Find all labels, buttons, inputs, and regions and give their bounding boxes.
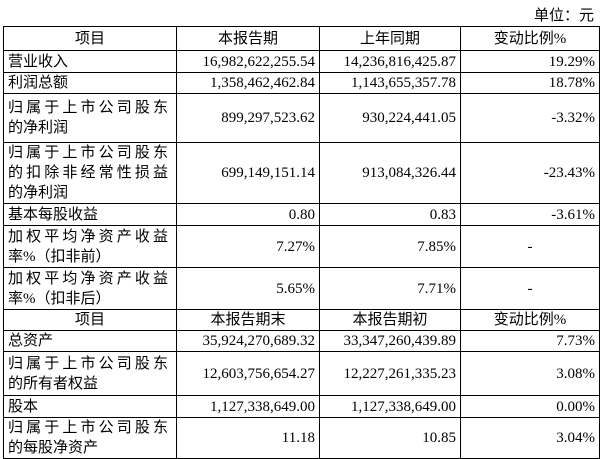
row-label-line: 的每股净资产 (8, 440, 99, 456)
column-header-change: 变动比例% (460, 26, 600, 51)
cell-previous: 913,084,326.44 (319, 142, 461, 204)
row-label-line: 率%（扣非前） (8, 248, 111, 265)
cell-change: - (460, 267, 600, 310)
row-label-line: 营业收入 (8, 53, 69, 70)
row-label: 股本 (3, 395, 177, 418)
table-row: 归属于上市公司股东 的每股净资产 11.18 10.85 3.04% (3, 417, 600, 459)
row-label-line: 的净利润 (8, 185, 69, 201)
cell-change: 3.04% (460, 417, 600, 459)
table-row: 归属于上市公司股东 的所有者权益 12,603,756,654.27 12,227,2… (3, 351, 600, 396)
cell-current: 1,127,338,649.00 (176, 395, 320, 418)
row-label: 基本每股收益 (3, 203, 177, 226)
cell-previous: 930,224,441.05 (319, 93, 461, 143)
cell-current: 12,603,756,654.27 (176, 351, 320, 396)
row-label-line: 加权平均净资产收益 (8, 228, 168, 245)
cell-previous: 33,347,260,439.89 (319, 330, 461, 352)
row-label: 归属于上市公司股东 的扣除非经常性损益 的净利润 (3, 142, 177, 204)
cell-previous: 7.85% (319, 225, 461, 268)
unit-label: 单位：元 (533, 8, 594, 24)
cell-change: 18.78% (460, 72, 600, 94)
row-label: 加权平均净资产收益 率%（扣非前） (3, 225, 177, 268)
row-label: 归属于上市公司股东 的每股净资产 (3, 417, 177, 459)
cell-current: 11.18 (176, 417, 320, 459)
cell-current: 699,149,151.14 (176, 142, 320, 204)
row-label-line: 股本 (8, 398, 39, 415)
cell-previous: 1,127,338,649.00 (319, 395, 461, 418)
row-label: 归属于上市公司股东 的所有者权益 (3, 351, 177, 396)
table-row: 归属于上市公司股东 的净利润 899,297,523.62 930,224,441.0… (3, 93, 600, 143)
row-label: 利润总额 (3, 72, 177, 94)
table-row: 基本每股收益 0.80 0.83 -3.61% (3, 203, 600, 226)
cell-change: 19.29% (460, 50, 600, 73)
cell-previous: 10.85 (319, 417, 461, 459)
cell-change: 7.73% (460, 330, 600, 352)
row-label-line: 的净利润 (8, 120, 69, 136)
row-label-line: 加权平均净资产收益 (8, 270, 168, 287)
cell-previous: 7.71% (319, 267, 461, 310)
cell-change: -3.32% (460, 93, 600, 143)
table-row: 总资产 35,924,270,689.32 33,347,260,439.89 7.7… (3, 330, 600, 352)
cell-current: 7.27% (176, 225, 320, 268)
row-label-line: 利润总额 (8, 75, 69, 91)
header-row: 项目 本报告期末 本报告期初 变动比例% (3, 309, 600, 331)
row-label-line: 归属于上市公司股东 (8, 145, 168, 161)
row-label: 总资产 (3, 330, 177, 352)
cell-change: 0.00% (460, 395, 600, 418)
column-header-item: 项目 (3, 26, 177, 51)
cell-current: 899,297,523.62 (176, 93, 320, 143)
row-label: 加权平均净资产收益 率%（扣非后） (3, 267, 177, 310)
table-row: 利润总额 1,358,462,462.84 1,143,655,357.78 18.7… (3, 72, 600, 94)
table-row: 加权平均净资产收益 率%（扣非后） 5.65% 7.71% - (3, 267, 600, 310)
cell-current: 35,924,270,689.32 (176, 330, 320, 352)
cell-previous: 0.83 (319, 203, 461, 226)
cell-change: -23.43% (460, 142, 600, 204)
row-label-line: 的扣除非经常性损益 (8, 165, 168, 181)
table-row: 股本 1,127,338,649.00 1,127,338,649.00 0.00% (3, 395, 600, 418)
table-row: 加权平均净资产收益 率%（扣非前） 7.27% 7.85% - (3, 225, 600, 268)
cell-previous: 1,143,655,357.78 (319, 72, 461, 94)
row-label-line: 基本每股收益 (8, 206, 99, 223)
cell-previous: 14,236,816,425.87 (319, 50, 461, 73)
row-label: 归属于上市公司股东 的净利润 (3, 93, 177, 143)
column-header-previous: 本报告期初 (319, 309, 461, 331)
row-label-line: 归属于上市公司股东 (8, 355, 168, 372)
row-label-line: 总资产 (8, 333, 54, 349)
row-label: 营业收入 (3, 50, 177, 73)
cell-change: 3.08% (460, 351, 600, 396)
column-header-previous: 上年同期 (319, 26, 461, 51)
header-row: 项目 本报告期 上年同期 变动比例% (3, 26, 600, 51)
cell-change: - (460, 225, 600, 268)
column-header-change: 变动比例% (460, 309, 600, 331)
row-label-line: 率%（扣非后） (8, 290, 111, 307)
cell-previous: 12,227,261,335.23 (319, 351, 461, 396)
cell-current: 5.65% (176, 267, 320, 310)
row-label-line: 归属于上市公司股东 (8, 420, 168, 436)
row-label-line: 归属于上市公司股东 (8, 100, 168, 116)
row-label-line: 的所有者权益 (8, 375, 99, 392)
cell-current: 0.80 (176, 203, 320, 226)
cell-change: -3.61% (460, 203, 600, 226)
cell-current: 16,982,622,255.54 (176, 50, 320, 73)
table-row: 归属于上市公司股东 的扣除非经常性损益 的净利润 699,149,151.14 913,… (3, 142, 600, 204)
financial-summary-table: 项目 本报告期 上年同期 变动比例% 营业收入 16,982,622,255.54 14,2… (3, 26, 600, 459)
table-row: 营业收入 16,982,622,255.54 14,236,816,425.87 19… (3, 50, 600, 73)
table-body: 项目 本报告期 上年同期 变动比例% 营业收入 16,982,622,255.54 14,2… (3, 26, 600, 459)
column-header-current: 本报告期末 (176, 309, 320, 331)
column-header-item: 项目 (3, 309, 177, 331)
cell-current: 1,358,462,462.84 (176, 72, 320, 94)
column-header-current: 本报告期 (176, 26, 320, 51)
